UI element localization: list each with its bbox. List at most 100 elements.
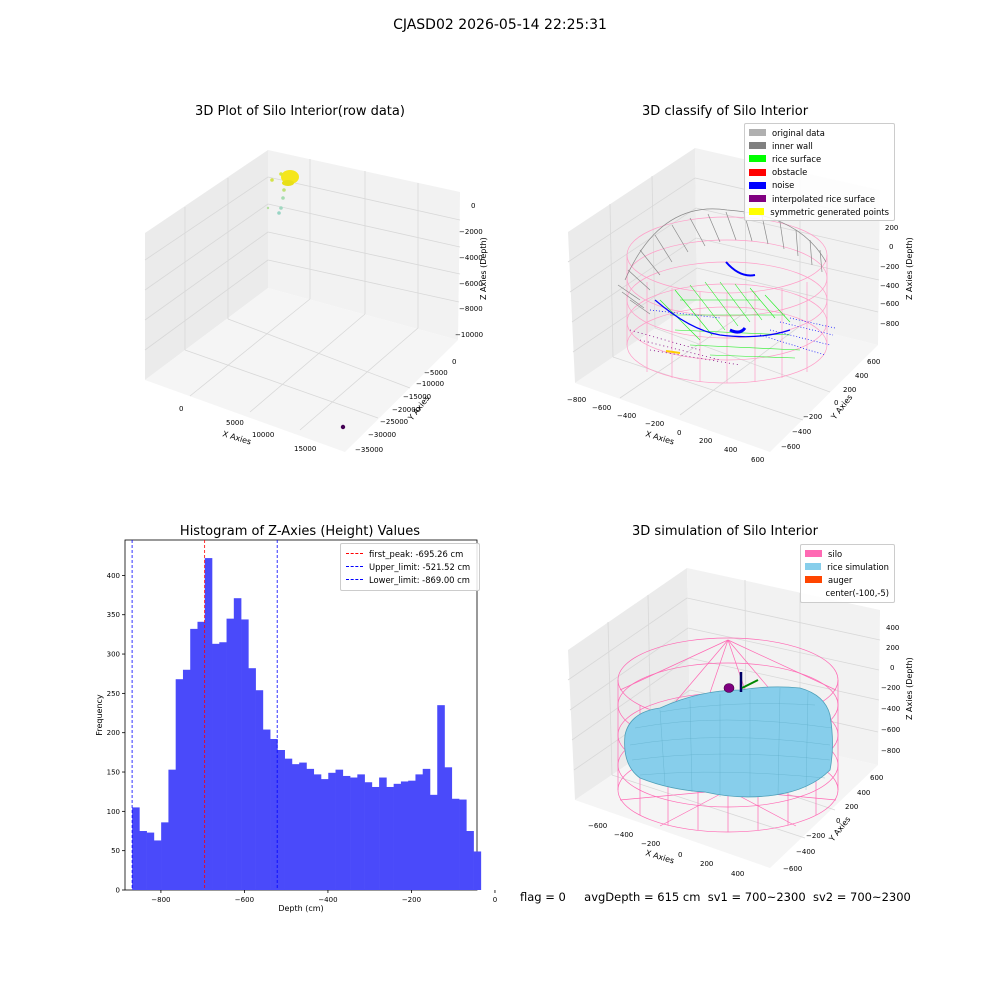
legend-swatch <box>749 208 765 216</box>
legend-swatch <box>805 576 822 584</box>
p1-xtick: 15000 <box>294 445 316 453</box>
p1-point <box>281 196 285 200</box>
x-tick-label: 0 <box>493 896 497 904</box>
p4-ytick: 400 <box>857 789 870 797</box>
y-tick-label: 50 <box>111 847 120 855</box>
histogram-bar <box>132 807 140 890</box>
p2-xtick: −200 <box>645 420 664 428</box>
panel2-ticks: −800 −600 −400 −200 0 200 400 600 600 40… <box>567 224 899 464</box>
panel1-ticks: 0 5000 10000 15000 0 −5000 −10000 −15000… <box>179 202 483 454</box>
p4-ztick: −600 <box>881 726 900 734</box>
status-footer: flag = 0 avgDepth = 615 cm sv1 = 700~230… <box>520 890 911 904</box>
histogram-bar <box>291 764 300 890</box>
histogram-bar <box>328 772 336 890</box>
panel4-title: 3D simulation of Silo Interior <box>632 524 818 539</box>
histogram-bar <box>393 783 402 890</box>
panel2-legend: original data inner wall rice surface ob… <box>744 123 895 222</box>
histogram-bar <box>473 851 482 890</box>
p1-zlabel: Z Axies (Depth) <box>479 237 488 300</box>
panel4-legend: silo rice simulation auger center(-100,-… <box>800 544 895 603</box>
legend-label: interpolated rice surface <box>772 193 875 204</box>
legend-item-obstacle: obstacle <box>749 166 889 179</box>
p2-xtick: −800 <box>567 396 586 404</box>
legend-label: noise <box>772 180 795 191</box>
histogram-bar <box>270 738 278 890</box>
p2-ytick: 600 <box>867 358 880 366</box>
legend-swatch <box>749 168 766 176</box>
legend-swatch <box>805 550 822 558</box>
legend-label: first_peak: -695.26 cm <box>369 548 464 559</box>
legend-label: inner wall <box>772 140 813 151</box>
histogram-bar <box>212 643 220 890</box>
p4-xtick: −600 <box>588 822 607 830</box>
histogram-bar <box>241 619 249 890</box>
p4-ytick: 600 <box>870 774 883 782</box>
p4-auger <box>723 672 759 693</box>
histogram-bar <box>335 769 344 890</box>
y-tick-label: 400 <box>107 572 120 580</box>
histogram-bar <box>204 558 213 890</box>
legend-swatch <box>805 590 820 597</box>
p1-point-outlier <box>340 424 346 430</box>
legend-label: silo <box>828 548 843 559</box>
p1-point <box>279 206 283 210</box>
p4-ytick: −200 <box>806 832 825 840</box>
histogram-bar <box>219 642 227 890</box>
legend-label: rice simulation <box>827 561 889 572</box>
legend-swatch <box>749 181 766 189</box>
histogram-bar <box>451 798 460 890</box>
p4-ytick: −600 <box>783 865 802 873</box>
legend-item-noise: noise <box>749 179 889 192</box>
legend-item-auger: auger <box>805 573 889 586</box>
p4-xtick: −200 <box>641 840 660 848</box>
y-tick-label: 150 <box>107 769 120 777</box>
histogram-bar <box>321 779 329 890</box>
legend-label: obstacle <box>772 167 808 178</box>
p4-rice-mesh <box>629 687 833 797</box>
legend-line <box>346 579 363 581</box>
histogram-bar <box>146 832 155 890</box>
p1-ztick: −10000 <box>455 331 483 339</box>
histogram-bar <box>226 618 235 890</box>
x-tick-label: −200 <box>402 896 421 904</box>
p2-ytick: −200 <box>803 413 822 421</box>
sv2-text: sv2 = 700~2300 <box>812 890 911 904</box>
p2-ytick: −400 <box>792 428 811 436</box>
p2-ztick: −800 <box>880 320 899 328</box>
p2-ytick: 400 <box>855 372 868 380</box>
p2-xtick: 400 <box>724 446 737 454</box>
legend-swatch <box>749 195 766 203</box>
legend-label: original data <box>772 127 825 138</box>
legend-item-rice-surface: rice surface <box>749 152 889 165</box>
histogram-bar <box>386 786 394 890</box>
y-tick-label: 350 <box>107 611 120 619</box>
legend-item-silo: silo <box>805 547 889 560</box>
y-tick-label: 200 <box>107 729 120 737</box>
p2-ztick: −200 <box>880 263 899 271</box>
figure-title: CJASD02 2026-05-14 22:25:31 <box>393 17 607 33</box>
p1-ytick: −15000 <box>403 393 431 401</box>
histogram-bar <box>197 621 206 890</box>
histogram-bar <box>168 769 176 890</box>
histogram-bar <box>306 768 315 890</box>
panel4-ticks: −600 −400 −200 0 200 400 600 400 200 0 −… <box>588 624 900 878</box>
p1-xtick: 0 <box>179 405 183 413</box>
p4-ytick: 200 <box>845 803 858 811</box>
histogram-bar <box>342 775 351 890</box>
histogram-bar <box>371 786 380 890</box>
p1-point <box>282 188 286 192</box>
p1-ztick: −2000 <box>459 228 483 236</box>
p2-xtick: 200 <box>699 437 712 445</box>
legend-label: symmetric generated points <box>770 206 889 217</box>
p4-xtick: 0 <box>678 851 682 859</box>
legend-line <box>346 553 363 555</box>
legend-swatch <box>749 129 766 137</box>
p4-xtick: −400 <box>614 831 633 839</box>
p1-ytick: −5000 <box>424 369 448 377</box>
histogram-bar <box>444 767 453 890</box>
panel3-legend: first_peak: -695.26 cm Upper_limit: -521… <box>340 543 480 591</box>
x-tick-label: −400 <box>318 896 337 904</box>
p4-ztick: −200 <box>881 684 900 692</box>
